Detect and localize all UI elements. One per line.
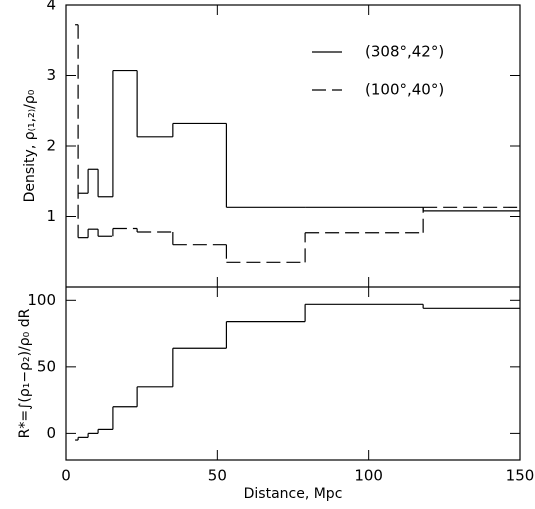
y-axis-label: R*=∫(ρ₁−ρ₂)/ρ₀ dR: [17, 308, 33, 438]
y-tick-label: 4: [46, 0, 56, 14]
y-tick-label: 1: [46, 207, 56, 225]
y-tick-label: 2: [46, 137, 56, 155]
y-axis-label: Density, ρ₍₁,₂₎/ρ₀: [22, 89, 38, 202]
x-tick-label: 0: [61, 467, 71, 485]
x-tick-label: 50: [208, 467, 227, 485]
y-tick-label: 50: [37, 357, 56, 375]
y-tick-label: 0: [46, 424, 56, 442]
x-axis-label: Distance, Mpc: [244, 486, 343, 502]
y-tick-label: 3: [46, 66, 56, 84]
x-tick-label: 150: [506, 467, 535, 485]
legend-label: (308°,42°): [365, 43, 444, 61]
x-tick-label: 100: [354, 467, 383, 485]
legend-label: (100°,40°): [365, 81, 444, 99]
y-tick-label: 100: [27, 291, 56, 309]
frame: [65, 4, 521, 461]
